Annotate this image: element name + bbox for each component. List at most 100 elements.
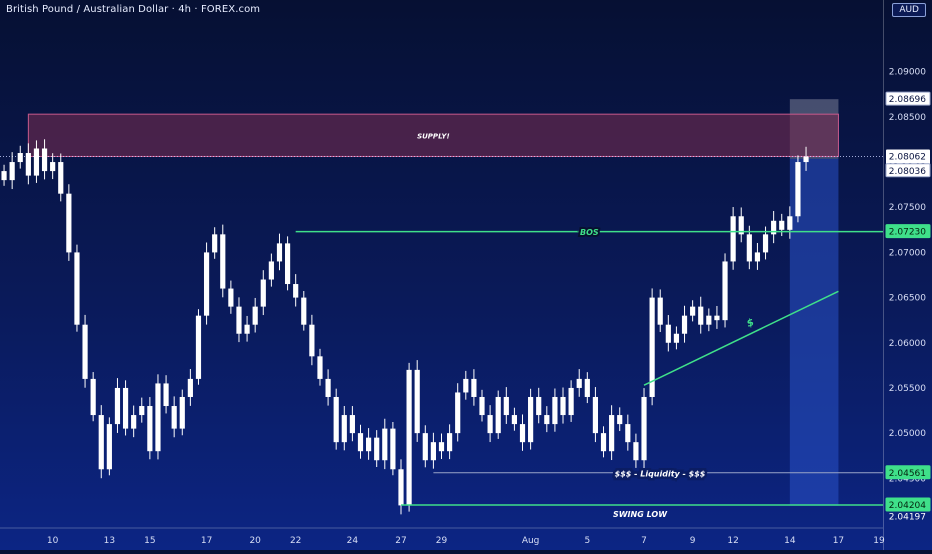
candle xyxy=(268,253,274,287)
axis-price-labels: 2.086962.0806202:16:022.080362.072302.04… xyxy=(885,91,931,523)
candle-body xyxy=(576,378,582,388)
candle xyxy=(706,308,712,332)
candle-body xyxy=(163,383,169,407)
candle-body xyxy=(365,437,372,452)
candle-body xyxy=(139,406,145,416)
candle-body xyxy=(584,378,590,397)
candle xyxy=(511,407,518,431)
candle xyxy=(495,390,501,439)
candle xyxy=(787,206,793,239)
price-label-bg xyxy=(885,224,931,239)
candle xyxy=(260,270,266,316)
swing-low-label: SWING LOW xyxy=(613,510,668,519)
candle-body xyxy=(746,234,752,262)
candle-body xyxy=(787,216,793,230)
candle-body xyxy=(673,333,680,343)
candle xyxy=(139,397,145,423)
candle xyxy=(50,153,56,180)
candle-body xyxy=(25,153,31,176)
supply-zone xyxy=(27,113,839,157)
candle-body xyxy=(438,442,445,452)
price-label-text: 2.08036 xyxy=(889,167,926,177)
candle xyxy=(390,421,396,476)
candle-body xyxy=(131,415,137,429)
candle-body xyxy=(471,378,477,397)
candle xyxy=(25,143,31,185)
candle-body xyxy=(528,396,534,443)
price-label-target: 2.04197 xyxy=(889,513,926,523)
candle-body xyxy=(536,396,542,416)
bos-group: BOS xyxy=(295,226,883,239)
candle xyxy=(163,375,169,414)
candle-body xyxy=(795,162,801,217)
candle xyxy=(738,207,744,243)
candle-body xyxy=(762,234,769,253)
candle xyxy=(665,315,671,352)
candle-body xyxy=(357,433,364,452)
candle xyxy=(106,417,112,476)
price-axis-panel[interactable]: AUD xyxy=(883,0,932,550)
time-tick-label: 7 xyxy=(641,536,647,546)
time-tick-label: 17 xyxy=(201,536,212,546)
candle xyxy=(276,233,283,271)
candle-body xyxy=(600,433,607,452)
candle-body xyxy=(803,156,809,163)
candle xyxy=(1,164,7,186)
trendline-line xyxy=(643,290,839,386)
candle xyxy=(754,243,761,270)
supply-zone-label: SUPPLY! xyxy=(417,132,450,140)
candle xyxy=(438,433,445,459)
candle-body xyxy=(487,415,493,434)
candle xyxy=(195,309,202,385)
candle-body xyxy=(187,378,193,397)
candle-body xyxy=(382,428,388,461)
candle-body xyxy=(284,243,291,285)
candle xyxy=(463,370,469,400)
candle xyxy=(641,388,647,469)
candle xyxy=(203,242,210,325)
candle xyxy=(74,244,80,332)
candle-body xyxy=(633,442,639,461)
candle xyxy=(17,145,23,169)
candle xyxy=(147,397,153,460)
candle-body xyxy=(625,424,631,443)
candle-body xyxy=(203,252,210,316)
candle xyxy=(690,300,696,322)
price-label-green: 2.04561 xyxy=(885,465,931,480)
trendline-label: $ xyxy=(745,317,755,330)
candle-body xyxy=(738,216,744,235)
candle xyxy=(317,348,323,386)
candle xyxy=(122,380,129,436)
swing-low-group: SWING LOW xyxy=(400,504,883,519)
candle-body xyxy=(236,306,242,334)
price-label-text: 2.08696 xyxy=(889,95,926,105)
candle xyxy=(171,396,177,438)
candle xyxy=(422,425,428,468)
candle xyxy=(236,297,242,343)
candle xyxy=(155,374,161,460)
candle-body xyxy=(212,234,218,253)
time-tick-label: 15 xyxy=(144,536,155,546)
candle xyxy=(309,314,315,366)
candle xyxy=(9,152,15,190)
candle xyxy=(131,405,137,438)
candle-body xyxy=(244,324,250,334)
time-tick-label: 12 xyxy=(727,536,738,546)
candle xyxy=(568,380,574,422)
candle-body xyxy=(641,396,647,461)
currency-button[interactable]: AUD xyxy=(892,3,926,17)
supply-zone-group: SUPPLY! xyxy=(27,113,839,157)
candle xyxy=(382,418,388,470)
candle-body xyxy=(560,396,566,416)
price-label-bg xyxy=(885,497,931,512)
candle xyxy=(584,372,590,404)
candle xyxy=(398,459,404,515)
time-tick-label: 19 xyxy=(873,536,885,546)
candle-body xyxy=(268,261,274,280)
candle-body xyxy=(317,356,323,379)
candle xyxy=(284,236,291,291)
candle-body xyxy=(754,252,761,262)
candle xyxy=(58,153,64,202)
